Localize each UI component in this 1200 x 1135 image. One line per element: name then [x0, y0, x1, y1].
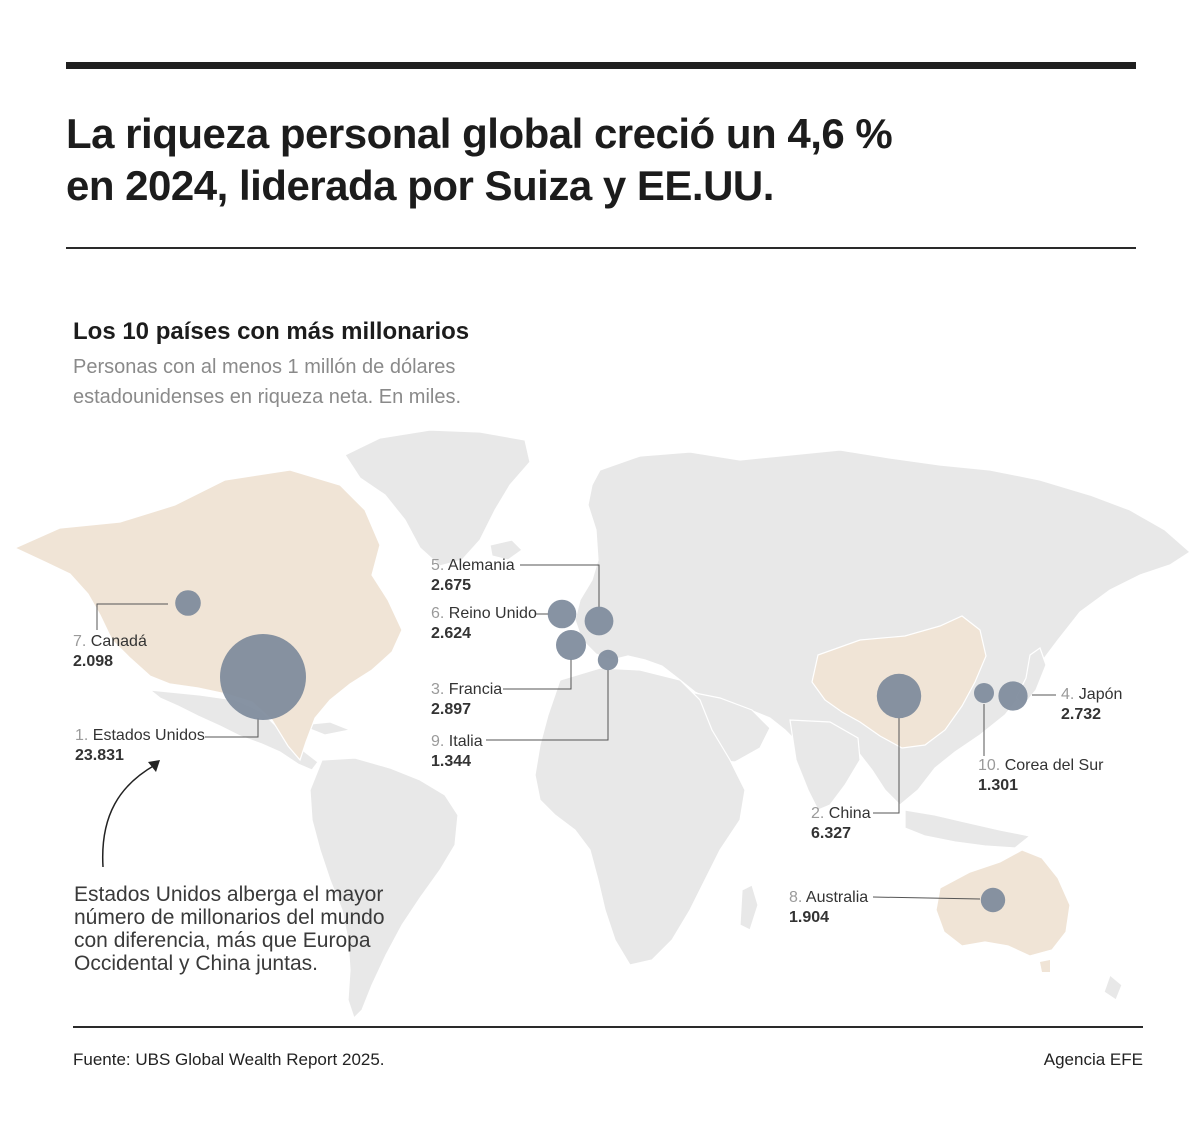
bubble-australia — [980, 887, 1006, 913]
label-country: Australia — [805, 889, 869, 906]
world-landmass — [148, 429, 1191, 1020]
top-rule — [66, 62, 1136, 69]
label-country: Corea del Sur — [1004, 757, 1104, 774]
bubble-china — [876, 673, 922, 719]
label-value: 1.344 — [431, 753, 472, 770]
headline: La riqueza personal global creció un 4,6… — [66, 108, 1066, 212]
label-value: 2.624 — [431, 625, 472, 642]
label-country: Reino Unido — [448, 605, 537, 622]
agency-credit: Agencia EFE — [1043, 1050, 1143, 1069]
eurasia-shape — [574, 449, 1191, 806]
bubble-alemania — [584, 606, 614, 636]
label-rank: 6. — [431, 605, 445, 622]
south-america-shape — [309, 757, 459, 1020]
new-zealand-shape — [1103, 973, 1123, 1001]
chart-description: Personas con al menos 1 millón de dólare… — [73, 352, 553, 412]
leader-line-alemania — [520, 564, 600, 607]
southeast-asia-islands-shape — [904, 809, 1032, 849]
label-china: 2. China 6.327 — [811, 804, 871, 844]
annotation-arrow — [101, 764, 156, 868]
bubble-estados-unidos — [220, 634, 306, 720]
bubble-francia — [556, 630, 586, 660]
label-country: Francia — [448, 681, 503, 698]
label-rank: 2. — [811, 805, 825, 822]
greenland-shape — [344, 429, 531, 567]
bubble-layer — [175, 590, 1028, 913]
label-estados-unidos: 1. Estados Unidos 23.831 — [75, 726, 205, 766]
note-line-1: Estados Unidos alberga el mayor — [74, 883, 384, 906]
tasmania-highlight — [1040, 960, 1050, 972]
label-value: 1.904 — [789, 909, 830, 926]
bubble-japon — [998, 681, 1028, 711]
africa-shape — [534, 667, 746, 966]
label-rank: 1. — [75, 727, 89, 744]
leader-line-estados-unidos — [205, 718, 259, 738]
note-line-2: número de millonarios del mundo — [74, 906, 385, 929]
label-value: 2.897 — [431, 701, 472, 718]
bubble-italia — [597, 649, 619, 671]
leader-line-australia — [872, 896, 981, 900]
label-corea-del-sur: 10. Corea del Sur 1.301 — [978, 756, 1103, 796]
leader-line-china — [873, 718, 900, 814]
label-value: 6.327 — [811, 825, 852, 842]
label-rank: 7. — [73, 633, 87, 650]
description-line-1: Personas con al menos 1 millón de dólare… — [73, 356, 456, 378]
label-francia: 3. Francia 2.897 — [431, 680, 502, 720]
label-rank: 5. — [431, 557, 445, 574]
leader-line-francia — [503, 659, 572, 690]
note-line-3: con diferencia, más que Europa — [74, 929, 371, 952]
headline-line-1: La riqueza personal global creció un 4,6… — [66, 110, 893, 157]
india-shape — [789, 719, 861, 811]
label-country: Italia — [448, 733, 483, 750]
description-line-2: estadounidenses en riqueza neta. En mile… — [73, 386, 462, 408]
bubble-reino-unido — [547, 599, 577, 629]
headline-divider — [66, 247, 1136, 249]
label-country: China — [828, 805, 871, 822]
label-value: 2.098 — [73, 653, 114, 670]
label-value: 23.831 — [75, 747, 124, 764]
madagascar-shape — [739, 884, 759, 931]
label-japon: 4. Japón 2.732 — [1061, 685, 1122, 725]
label-rank: 8. — [789, 889, 803, 906]
leader-lines — [96, 564, 1056, 900]
label-country: Japón — [1078, 686, 1123, 703]
label-value: 2.675 — [431, 577, 472, 594]
label-reino-unido: 6. Reino Unido 2.624 — [431, 604, 537, 644]
label-rank: 10. — [978, 757, 1001, 774]
north-america-highlight — [13, 469, 403, 762]
leader-line-italia — [486, 670, 609, 741]
label-rank: 3. — [431, 681, 445, 698]
label-alemania: 5. Alemania 2.675 — [431, 556, 515, 596]
label-italia: 9. Italia 1.344 — [431, 732, 483, 772]
leader-line-canada — [96, 603, 168, 630]
label-country: Estados Unidos — [92, 727, 205, 744]
chart-subtitle: Los 10 países con más millonarios — [73, 318, 470, 345]
bubble-corea-del-sur — [974, 683, 994, 703]
bubble-canada — [175, 590, 201, 616]
label-country: Alemania — [447, 557, 515, 574]
source-text: Fuente: UBS Global Wealth Report 2025. — [73, 1050, 385, 1069]
label-value: 1.301 — [978, 777, 1019, 794]
label-country: Canadá — [90, 633, 147, 650]
headline-line-2: en 2024, liderada por Suiza y EE.UU. — [66, 162, 774, 209]
label-australia: 8. Australia 1.904 — [789, 888, 868, 928]
iceland-shape — [489, 539, 523, 561]
label-rank: 4. — [1061, 686, 1075, 703]
label-rank: 9. — [431, 733, 445, 750]
label-value: 2.732 — [1061, 706, 1102, 723]
annotation-note: Estados Unidos alberga el mayor número d… — [74, 883, 434, 975]
label-canada: 7. Canadá 2.098 — [73, 632, 147, 672]
note-line-4: Occidental y China juntas. — [74, 952, 318, 975]
annotation-arrowhead-icon — [148, 760, 160, 772]
footer-divider — [73, 1026, 1143, 1028]
